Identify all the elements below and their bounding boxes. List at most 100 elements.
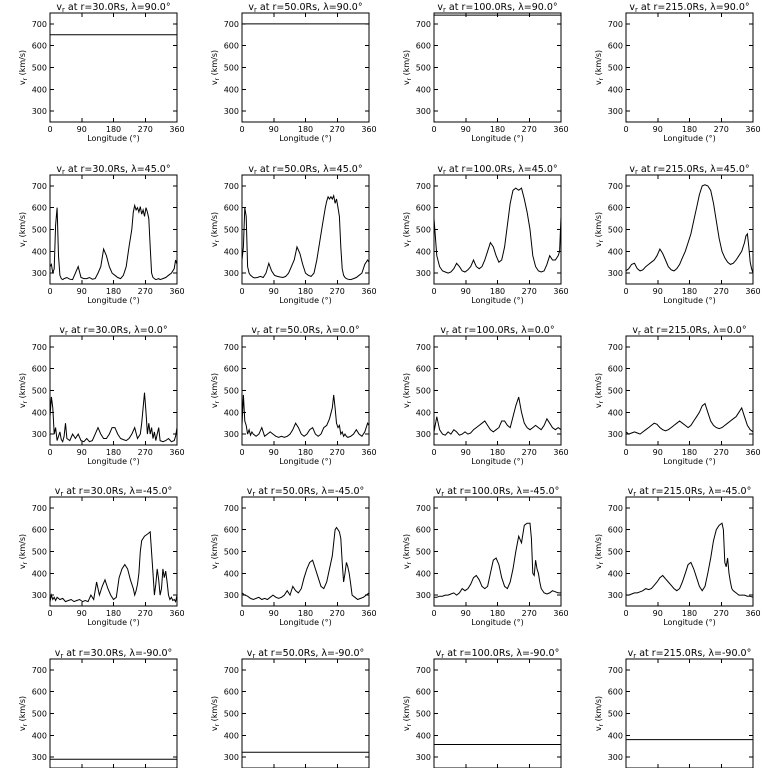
y-tick-label: 300 [416, 753, 431, 762]
series-line [434, 396, 561, 436]
panel-title: vr at r=100.0Rs, λ=-45.0° [436, 486, 560, 498]
x-tick-label: 360 [553, 125, 568, 134]
y-tick-label: 500 [32, 226, 47, 235]
y-tick-label: 500 [32, 64, 47, 73]
y-axis-title: vr (km/s) [18, 696, 29, 731]
x-axis-title: Longitude (°) [471, 618, 524, 627]
x-tick-label: 360 [361, 125, 376, 134]
x-tick-label: 360 [169, 287, 184, 296]
x-tick-label: 0 [431, 609, 436, 618]
plot-frame [49, 174, 178, 285]
y-tick-label: 500 [608, 710, 623, 719]
plot-frame [241, 658, 370, 768]
y-tick-label: 600 [416, 365, 431, 374]
x-tick-label: 0 [47, 287, 52, 296]
x-tick-label: 270 [330, 287, 345, 296]
series-line [626, 402, 753, 435]
x-tick-label: 90 [461, 609, 471, 618]
y-tick-label: 600 [608, 365, 623, 374]
x-tick-label: 360 [553, 448, 568, 457]
panel-9: 0 90 180 270 360 300 400 500 600 700 Longitude (°)… [18, 325, 185, 466]
y-tick-label: 400 [416, 731, 431, 740]
x-tick-label: 0 [47, 609, 52, 618]
y-axis-title: vr (km/s) [402, 534, 413, 569]
y-tick-label: 300 [32, 430, 47, 439]
x-tick-label: 0 [431, 125, 436, 134]
y-tick-label: 400 [224, 408, 239, 417]
y-tick-label: 500 [608, 548, 623, 557]
x-tick-label: 180 [298, 287, 313, 296]
x-axis-title: Longitude (°) [87, 296, 140, 305]
x-tick-label: 270 [522, 125, 537, 134]
panel-7: 0 90 180 270 360 300 400 500 600 700 Longitude (°)… [402, 164, 569, 305]
panel-title: vr at r=215.0Rs, λ=-90.0° [628, 648, 752, 660]
x-tick-label: 270 [522, 448, 537, 457]
y-tick-label: 300 [608, 107, 623, 116]
y-tick-label: 600 [32, 526, 47, 535]
series-line [626, 522, 753, 598]
y-tick-label: 700 [32, 343, 47, 352]
x-tick-label: 180 [106, 609, 121, 618]
plot-frame [49, 658, 178, 768]
x-axis-title: Longitude (°) [279, 296, 332, 305]
y-tick-label: 500 [32, 710, 47, 719]
x-tick-label: 270 [714, 609, 729, 618]
y-tick-label: 300 [608, 753, 623, 762]
panel-4: 0 90 180 270 360 300 400 500 600 700 Longitude (°)… [594, 2, 761, 143]
y-tick-label: 300 [416, 591, 431, 600]
y-tick-label: 500 [608, 387, 623, 396]
x-axis-title: Longitude (°) [471, 457, 524, 466]
y-axis-title: vr (km/s) [210, 212, 221, 247]
x-tick-label: 180 [682, 609, 697, 618]
y-tick-label: 700 [608, 20, 623, 29]
x-tick-label: 180 [106, 448, 121, 457]
panel-title: vr at r=30.0Rs, λ=45.0° [56, 164, 170, 176]
panel-title: vr at r=100.0Rs, λ=0.0° [440, 325, 554, 337]
series-line [434, 522, 561, 598]
x-tick-label: 180 [490, 125, 505, 134]
y-tick-label: 300 [32, 269, 47, 278]
plot-frame [49, 12, 178, 123]
panel-title: vr at r=50.0Rs, λ=45.0° [248, 164, 362, 176]
x-tick-label: 90 [77, 609, 87, 618]
y-tick-label: 600 [224, 42, 239, 51]
plot-frame [625, 335, 754, 446]
y-tick-label: 700 [416, 182, 431, 191]
panel-12: 0 90 180 270 360 300 400 500 600 700 Longitude (°)… [594, 325, 761, 466]
x-tick-label: 180 [490, 287, 505, 296]
series-line [50, 203, 177, 281]
y-tick-label: 300 [32, 753, 47, 762]
x-axis-title: Longitude (°) [87, 618, 140, 627]
x-tick-label: 90 [461, 448, 471, 457]
x-tick-label: 180 [682, 125, 697, 134]
y-tick-label: 300 [224, 430, 239, 439]
y-tick-label: 700 [32, 666, 47, 675]
series-line [242, 394, 369, 438]
plot-frame [625, 12, 754, 123]
y-tick-label: 400 [608, 85, 623, 94]
x-tick-label: 270 [714, 125, 729, 134]
y-tick-label: 300 [32, 107, 47, 116]
y-tick-label: 600 [224, 365, 239, 374]
y-tick-label: 500 [224, 387, 239, 396]
y-tick-label: 700 [224, 666, 239, 675]
y-tick-label: 600 [608, 526, 623, 535]
x-tick-label: 360 [169, 448, 184, 457]
y-tick-label: 400 [608, 569, 623, 578]
panel-1: 0 90 180 270 360 300 400 500 600 700 Longitude (°)… [18, 2, 185, 143]
x-tick-label: 180 [298, 609, 313, 618]
x-tick-label: 180 [490, 609, 505, 618]
y-axis-title: vr (km/s) [18, 212, 29, 247]
x-tick-label: 270 [138, 125, 153, 134]
x-tick-label: 360 [169, 125, 184, 134]
y-tick-label: 400 [416, 408, 431, 417]
x-tick-label: 270 [714, 448, 729, 457]
y-tick-label: 500 [224, 548, 239, 557]
x-tick-label: 90 [269, 448, 279, 457]
panel-title: vr at r=30.0Rs, λ=-45.0° [55, 486, 173, 498]
x-axis-title: Longitude (°) [663, 457, 716, 466]
y-axis-title: vr (km/s) [18, 373, 29, 408]
